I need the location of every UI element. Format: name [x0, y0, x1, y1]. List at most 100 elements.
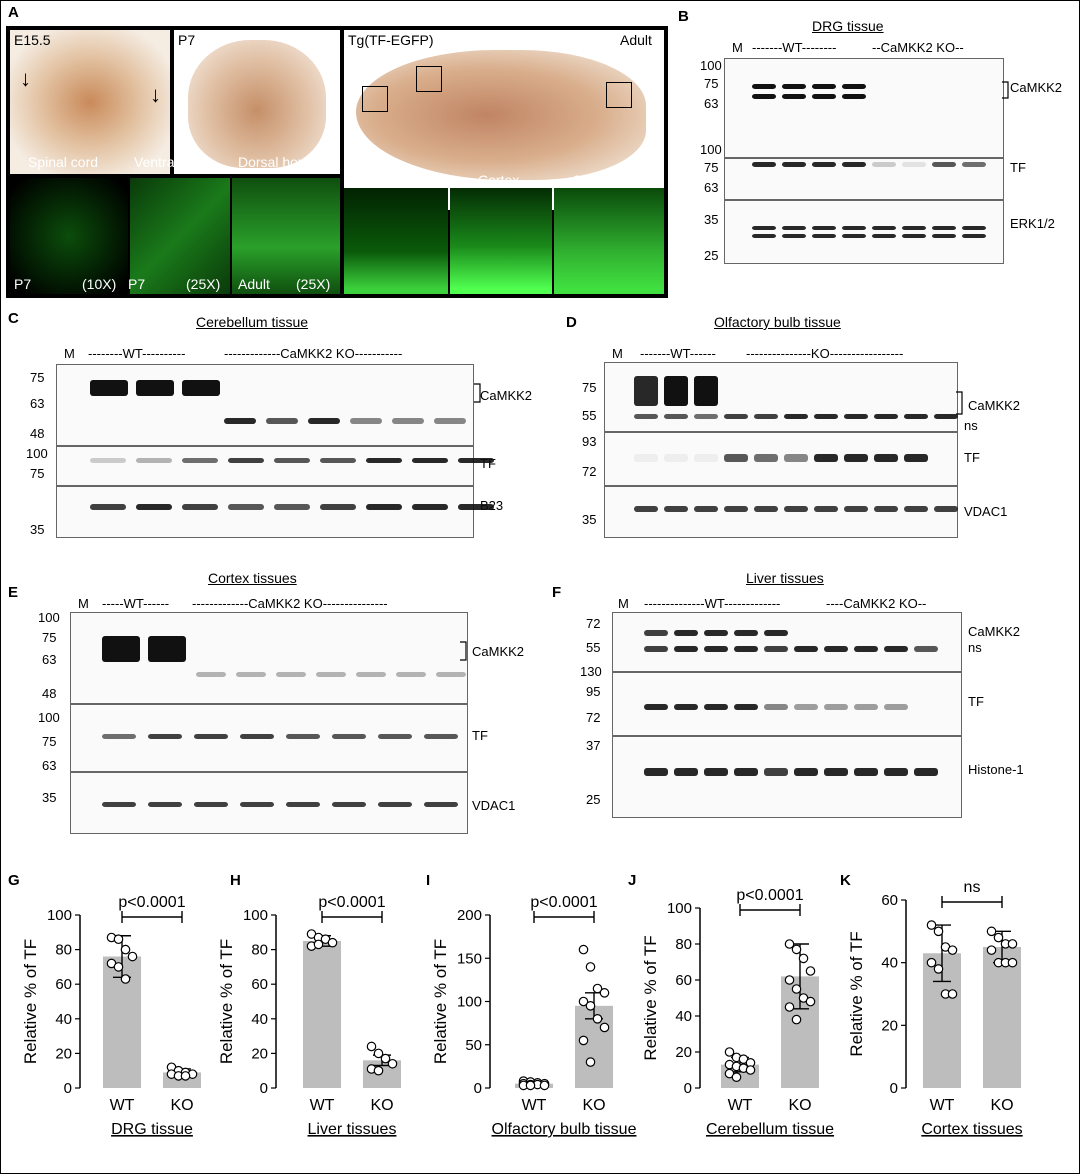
ko-group-label: ---------------KO----------------- [746, 346, 904, 361]
blot-band [724, 414, 748, 419]
data-point [380, 1053, 391, 1064]
blot-band [812, 162, 836, 167]
blot-band [734, 704, 758, 710]
blot-band [332, 802, 366, 807]
blot-band [308, 418, 340, 424]
olfactory-fluorescence [344, 188, 448, 294]
y-tick-label: 60 [881, 892, 898, 909]
y-axis-label: Relative % of TF [431, 939, 450, 1064]
blot-band [266, 418, 298, 424]
mw-marker: 63 [42, 652, 57, 667]
marker-lane-label: M [618, 596, 629, 611]
data-point [933, 964, 944, 974]
band-label: TF [472, 728, 488, 743]
blot-band [904, 506, 928, 512]
mw-marker: 63 [30, 396, 45, 411]
blot-band [962, 162, 986, 167]
band-label: VDAC1 [964, 504, 1008, 519]
y-tick-label: 0 [260, 1080, 268, 1097]
data-point [578, 1035, 589, 1046]
blot-band [704, 704, 728, 710]
data-point [731, 1072, 742, 1082]
panel-e-title: Cortex tissues [208, 570, 297, 586]
y-tick-label: 0 [64, 1080, 72, 1097]
blot-band [276, 672, 306, 677]
cerebellum-fluorescence [554, 188, 664, 294]
blot-band [962, 234, 986, 238]
mw-marker: 72 [586, 616, 601, 631]
blot-band [664, 414, 688, 419]
p-value-label: p<0.0001 [318, 894, 385, 911]
blot-band [854, 704, 878, 710]
blot-band [194, 802, 228, 807]
mw-marker: 100 [26, 446, 48, 461]
panel-label-b: B [678, 8, 689, 25]
blot-band [196, 672, 226, 677]
blot-band [694, 414, 718, 419]
marker-lane-label: M [78, 596, 89, 611]
blot-band [782, 226, 806, 230]
blot-band [782, 162, 806, 167]
blot-band [674, 704, 698, 710]
marker-lane-label: M [612, 346, 623, 361]
blot-band [424, 734, 458, 739]
y-tick-label: 0 [890, 1080, 898, 1097]
mw-marker: 37 [586, 738, 601, 753]
blot-band [694, 506, 718, 512]
blot-band [814, 414, 838, 419]
panel-label-i: I [426, 872, 431, 889]
mw-marker: 75 [42, 734, 57, 749]
arrow-down-icon: ↓ [150, 82, 161, 107]
x-tick-label: WT [728, 1097, 753, 1114]
data-point [313, 939, 324, 950]
blot-band [378, 734, 412, 739]
x-tick-label: KO [170, 1097, 193, 1114]
data-point [791, 1014, 802, 1025]
blot-band [320, 504, 356, 510]
blot-band [366, 458, 402, 463]
mw-marker: 75 [582, 380, 597, 395]
wt-group-label: --------WT---------- [88, 346, 186, 361]
data-point [947, 989, 958, 999]
wt-group-label: -------WT------ [640, 346, 716, 361]
mw-marker: 95 [586, 684, 601, 699]
data-point [1007, 939, 1018, 949]
p7-label: P7 [178, 32, 196, 48]
blot-band [664, 506, 688, 512]
mw-marker: 75 [704, 76, 719, 91]
blot-band [182, 458, 218, 463]
blot-band [784, 506, 808, 512]
band-label: TF [1010, 160, 1026, 175]
e15-5-label: E15.5 [14, 32, 51, 48]
blot-band [752, 94, 776, 99]
blot-band [274, 458, 310, 463]
inset-box-cerebellum [606, 82, 632, 108]
blot-band [240, 802, 274, 807]
blot-band [842, 84, 866, 89]
data-point [805, 996, 816, 1007]
y-tick-label: 80 [251, 942, 268, 959]
blot-band [734, 630, 758, 636]
y-tick-label: 200 [457, 907, 482, 924]
band-label: CaMKK2 [1010, 80, 1063, 95]
blot-band [724, 454, 748, 462]
y-tick-label: 100 [457, 994, 482, 1011]
mw-marker: 63 [704, 180, 719, 195]
cortex-fluorescence [450, 188, 552, 294]
adult-sagittal-brain: Tg(TF-EGFP) Adult [344, 30, 664, 210]
band-bracket [474, 383, 481, 403]
data-point [120, 944, 131, 955]
y-tick-label: 80 [675, 936, 692, 953]
blot-band [316, 672, 346, 677]
y-axis-label: Relative % of TF [847, 931, 866, 1056]
y-tick-label: 40 [675, 1008, 692, 1025]
panel-label-h: H [230, 872, 241, 889]
panel-label-g: G [8, 872, 20, 889]
p-value-label: ns [964, 879, 981, 896]
band-label: ERK1/2 [1010, 216, 1055, 231]
blot-band [934, 506, 958, 512]
blot-band [932, 226, 956, 230]
blot-band [854, 646, 878, 652]
sub-label-olfactory: Olfactory [352, 172, 409, 188]
